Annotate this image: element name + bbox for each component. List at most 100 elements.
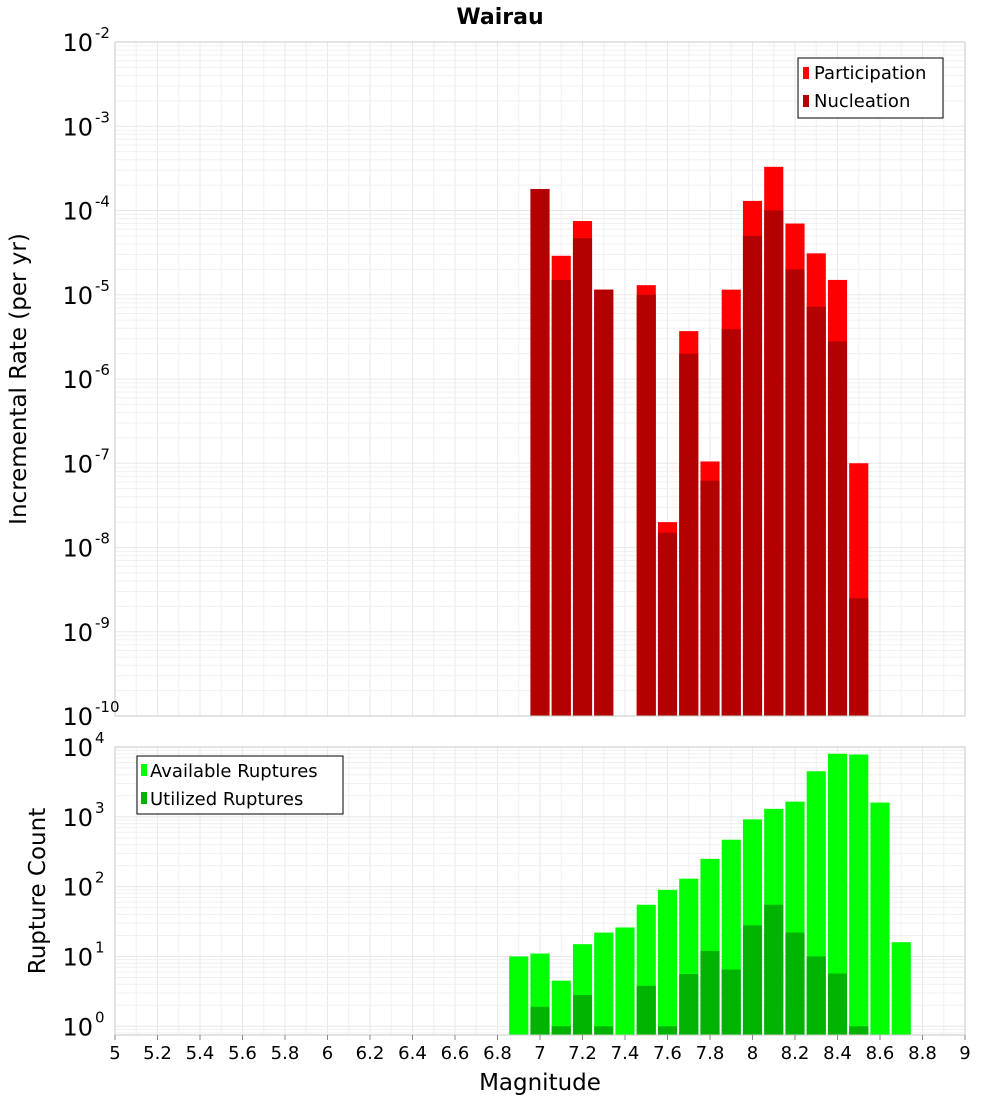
utilized-ruptures-bar bbox=[764, 904, 784, 1035]
rate-y-tick-label: 10 bbox=[62, 703, 93, 731]
count-y-tick-label: 10 bbox=[62, 943, 93, 971]
nucleation-bar bbox=[700, 480, 720, 716]
utilized-ruptures-bar bbox=[785, 932, 805, 1035]
count-y-tick-label: 10 bbox=[62, 804, 93, 832]
x-tick-label: 8.2 bbox=[781, 1043, 810, 1064]
nucleation-bar bbox=[572, 238, 593, 716]
x-tick-label: 7.2 bbox=[568, 1043, 597, 1064]
available-ruptures-swatch bbox=[141, 764, 147, 776]
nucleation-bar bbox=[764, 210, 784, 716]
nucleation-bar bbox=[594, 289, 614, 716]
rate-y-tick-exponent: -3 bbox=[95, 108, 110, 126]
rate-y-tick-exponent: -10 bbox=[95, 698, 120, 716]
nucleation-bar bbox=[721, 329, 741, 716]
count-y-tick-exponent: 1 bbox=[95, 938, 105, 956]
available-ruptures-bar bbox=[509, 956, 529, 1035]
available-ruptures-bar bbox=[657, 889, 678, 1035]
utilized-ruptures-legend-label: Utilized Ruptures bbox=[150, 789, 303, 810]
rate-y-tick-exponent: -4 bbox=[95, 193, 110, 211]
x-tick-label: 8.8 bbox=[908, 1043, 937, 1064]
utilized-ruptures-bar bbox=[849, 1026, 869, 1035]
available-ruptures-bar bbox=[615, 927, 635, 1035]
participation-legend-label: Participation bbox=[814, 63, 926, 84]
rate-y-tick-exponent: -7 bbox=[95, 445, 110, 463]
available-ruptures-bar bbox=[891, 942, 911, 1035]
rate-y-tick-exponent: -2 bbox=[95, 24, 110, 42]
available-ruptures-bar bbox=[827, 753, 848, 1035]
rate-y-tick-label: 10 bbox=[62, 619, 93, 647]
rate-y-tick-label: 10 bbox=[62, 198, 93, 226]
nucleation-bar bbox=[657, 532, 678, 716]
nucleation-legend-label: Nucleation bbox=[814, 91, 910, 112]
utilized-ruptures-bar bbox=[530, 1006, 550, 1035]
x-tick-label: 8.4 bbox=[823, 1043, 852, 1064]
rate-legend-box bbox=[797, 57, 944, 119]
rate-y-tick-label: 10 bbox=[62, 282, 93, 310]
available-ruptures-bar bbox=[551, 980, 571, 1035]
utilized-ruptures-swatch bbox=[141, 792, 147, 804]
x-tick-label: 7 bbox=[534, 1043, 545, 1064]
available-ruptures-bar bbox=[849, 754, 869, 1035]
count-y-tick-exponent: 2 bbox=[95, 869, 105, 887]
x-tick-label: 9 bbox=[959, 1043, 970, 1064]
nucleation-bar bbox=[636, 294, 656, 716]
utilized-ruptures-bar bbox=[721, 969, 741, 1035]
nucleation-bar bbox=[849, 598, 869, 716]
nucleation-bar bbox=[827, 341, 848, 716]
x-tick-label: 5 bbox=[109, 1043, 120, 1064]
x-tick-label: 5.8 bbox=[271, 1043, 300, 1064]
available-ruptures-bar bbox=[594, 932, 614, 1035]
x-tick-label: 6.6 bbox=[441, 1043, 470, 1064]
x-axis-title: Magnitude bbox=[479, 1070, 601, 1096]
rate-y-tick-exponent: -6 bbox=[95, 361, 110, 379]
utilized-ruptures-bar bbox=[572, 995, 593, 1035]
x-tick-label: 7.4 bbox=[611, 1043, 640, 1064]
x-tick-label: 5.6 bbox=[228, 1043, 257, 1064]
x-tick-label: 8.6 bbox=[866, 1043, 895, 1064]
utilized-ruptures-bar bbox=[700, 950, 720, 1035]
nucleation-swatch bbox=[803, 95, 809, 107]
x-tick-label: 7.8 bbox=[696, 1043, 725, 1064]
x-tick-label: 5.4 bbox=[186, 1043, 215, 1064]
x-tick-label: 6.8 bbox=[483, 1043, 512, 1064]
nucleation-bar bbox=[679, 353, 699, 716]
nucleation-bar bbox=[806, 306, 826, 716]
rate-y-tick-label: 10 bbox=[62, 113, 93, 141]
nucleation-bar bbox=[785, 269, 805, 716]
available-ruptures-legend-label: Available Ruptures bbox=[150, 761, 318, 782]
utilized-ruptures-bar bbox=[806, 956, 826, 1035]
available-ruptures-bar bbox=[870, 802, 890, 1035]
count-y-tick-exponent: 4 bbox=[95, 729, 105, 747]
utilized-ruptures-bar bbox=[679, 974, 699, 1035]
x-tick-label: 6.2 bbox=[356, 1043, 385, 1064]
participation-swatch bbox=[803, 67, 809, 79]
count-legend-box bbox=[136, 755, 344, 815]
nucleation-bar bbox=[551, 279, 571, 716]
count-y-tick-label: 10 bbox=[62, 1013, 93, 1041]
rate-y-tick-label: 10 bbox=[62, 29, 93, 57]
count-y-tick-exponent: 0 bbox=[95, 1008, 105, 1026]
utilized-ruptures-bar bbox=[827, 973, 848, 1035]
rate-y-tick-label: 10 bbox=[62, 450, 93, 478]
utilized-ruptures-bar bbox=[657, 1026, 678, 1035]
x-tick-label: 6.4 bbox=[398, 1043, 427, 1064]
rate-plot-border bbox=[114, 41, 966, 717]
count-y-tick-exponent: 3 bbox=[95, 799, 105, 817]
utilized-ruptures-bar bbox=[551, 1026, 571, 1035]
utilized-ruptures-bar bbox=[594, 1026, 614, 1035]
rate-y-tick-label: 10 bbox=[62, 535, 93, 563]
rate-y-tick-exponent: -5 bbox=[95, 277, 110, 295]
x-axis-ticks: 5 5.2 5.4 5.6 5.8 6 6.2 6.4 6.6 6.8 7 7.2 7.4 7.6 7.8 8… bbox=[109, 1035, 971, 1064]
count-legend: Available Ruptures Utilized Ruptures bbox=[136, 755, 344, 815]
x-tick-label: 7.6 bbox=[653, 1043, 682, 1064]
rate-y-tick-exponent: -8 bbox=[95, 530, 110, 548]
count-y-axis-title: Rupture Count bbox=[25, 808, 51, 974]
rate-y-tick-exponent: -9 bbox=[95, 614, 110, 632]
rate-legend: Participation Nucleation bbox=[797, 57, 944, 119]
count-y-tick-label: 10 bbox=[62, 734, 93, 762]
